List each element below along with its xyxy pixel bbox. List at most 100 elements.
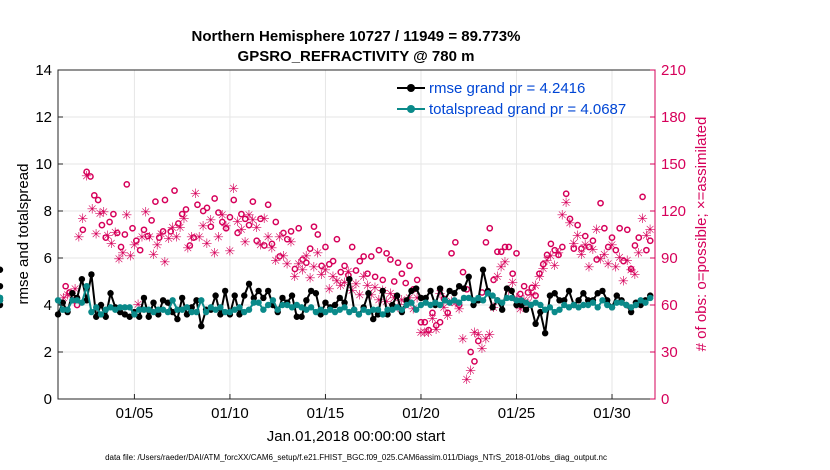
obs-assimilated-marker: ✳ xyxy=(289,269,300,284)
obs-possible-marker xyxy=(364,270,371,278)
obs-assimilated-marker: ✳ xyxy=(148,247,159,262)
rmse-point xyxy=(155,311,162,318)
totalspread-point xyxy=(174,306,181,313)
totalspread-point xyxy=(498,299,506,306)
totalspread-point xyxy=(59,306,66,313)
rmse-point xyxy=(580,290,587,297)
obs-assimilated-marker: ✳ xyxy=(549,258,560,273)
rmse-point xyxy=(446,287,453,295)
chart-title: Northern Hemisphere 10727 / 11949 = 89.7… xyxy=(192,28,521,45)
rmse-point xyxy=(451,290,458,297)
totalspread-point xyxy=(107,304,114,311)
rmse-point xyxy=(0,283,4,290)
rmse-point xyxy=(370,315,377,323)
totalspread-point xyxy=(307,304,315,311)
obs-possible-marker xyxy=(558,243,566,251)
obs-possible-marker xyxy=(646,237,654,245)
obs-assimilated-marker: ✳ xyxy=(328,269,339,284)
obs-possible-marker xyxy=(379,276,387,284)
rmse-point xyxy=(188,304,195,311)
obs-assimilated-marker: ✳ xyxy=(121,208,132,223)
series-layer xyxy=(0,266,654,337)
obs-assimilated-marker: ✳ xyxy=(309,259,320,274)
obs-assimilated-marker: ✳ xyxy=(316,267,327,282)
totalspread-point xyxy=(97,311,105,318)
totalspread-point xyxy=(446,299,453,306)
obs-assimilated-marker: ✳ xyxy=(561,195,572,210)
obs-assimilated-marker: ✳ xyxy=(572,228,583,243)
obs-possible-marker xyxy=(207,223,215,231)
totalspread-point xyxy=(417,301,425,309)
obs-possible-marker xyxy=(601,224,608,232)
totalspread-point xyxy=(384,306,391,313)
obs-possible-marker xyxy=(425,326,432,334)
obs-assimilated-marker: ✳ xyxy=(240,234,251,249)
rmse-point xyxy=(417,294,425,302)
obs-assimilated-marker: ✳ xyxy=(339,275,350,290)
obs-possible-marker xyxy=(186,242,194,249)
y-tick-label: 12 xyxy=(35,109,52,126)
obs-assimilated-marker: ✳ xyxy=(335,278,346,293)
obs-possible-marker xyxy=(264,201,272,209)
obs-possible-marker xyxy=(167,228,175,235)
totalspread-point xyxy=(155,306,162,313)
totalspread-point xyxy=(183,304,191,311)
obs-possible-marker xyxy=(83,168,91,176)
obs-possible-marker xyxy=(106,218,113,226)
rmse-point xyxy=(532,320,539,327)
totalspread-point xyxy=(470,297,477,304)
obs-assimilated-marker: ✳ xyxy=(140,205,151,220)
totalspread-point xyxy=(608,304,616,311)
obs-assimilated-marker: ✳ xyxy=(465,363,476,378)
rmse-point xyxy=(159,297,167,304)
rmse-point xyxy=(221,287,229,295)
obs-possible-marker xyxy=(631,242,639,249)
totalspread-point xyxy=(88,308,95,316)
rmse-point xyxy=(107,290,114,297)
legend: rmse grand pr = 4.2416 totalspread grand… xyxy=(397,80,626,118)
obs-assimilated-marker: ✳ xyxy=(110,225,121,240)
rmse-point xyxy=(365,290,372,297)
obs-possible-marker xyxy=(190,234,197,241)
totalspread-point xyxy=(188,308,195,316)
obs-possible-marker xyxy=(136,246,144,254)
totalspread-point xyxy=(350,306,358,313)
obs-assimilated-marker: ✳ xyxy=(416,325,427,340)
obs-assimilated-marker: ✳ xyxy=(645,222,656,237)
obs-assimilated-marker: ✳ xyxy=(190,186,201,201)
obs-possible-marker xyxy=(532,292,539,299)
rmse-point xyxy=(455,283,463,290)
obs-possible-marker xyxy=(375,246,383,254)
obs-possible-marker xyxy=(194,201,201,209)
y-tick-label: 6 xyxy=(44,250,52,267)
totalspread-point xyxy=(389,306,396,313)
obs-possible-marker xyxy=(140,226,148,234)
obs-possible-marker xyxy=(132,237,140,245)
obs-assimilated-marker: ✳ xyxy=(182,241,193,256)
obs-possible-marker xyxy=(494,248,501,256)
obs-possible-marker xyxy=(490,276,497,284)
obs-assimilated-marker: ✳ xyxy=(213,230,224,245)
rmse-point xyxy=(460,285,468,292)
obs-assimilated-marker: ✳ xyxy=(351,277,362,292)
obs-possible-marker xyxy=(245,221,253,229)
totalspread-point xyxy=(250,299,258,306)
obs-possible-marker xyxy=(562,190,570,198)
obs-assimilated-marker: ✳ xyxy=(404,291,415,306)
rmse-point xyxy=(422,294,429,302)
obs-assimilated-marker: ✳ xyxy=(114,252,125,267)
totalspread-point xyxy=(169,297,176,304)
obs-assimilated-marker: ✳ xyxy=(77,211,88,226)
obs-assimilated-marker: ✳ xyxy=(198,219,209,234)
totalspread-point xyxy=(580,301,587,309)
totalspread-point xyxy=(150,308,157,316)
totalspread-point xyxy=(322,308,329,316)
obs-assimilated-marker: ✳ xyxy=(607,237,618,252)
obs-assimilated-marker: ✳ xyxy=(118,245,129,260)
totalspread-point xyxy=(221,308,229,316)
obs-possible-marker xyxy=(337,268,345,276)
obs-possible-marker xyxy=(444,309,452,317)
obs-possible-marker xyxy=(574,221,581,229)
obs-possible-marker xyxy=(306,245,314,252)
totalspread-point xyxy=(231,306,238,313)
